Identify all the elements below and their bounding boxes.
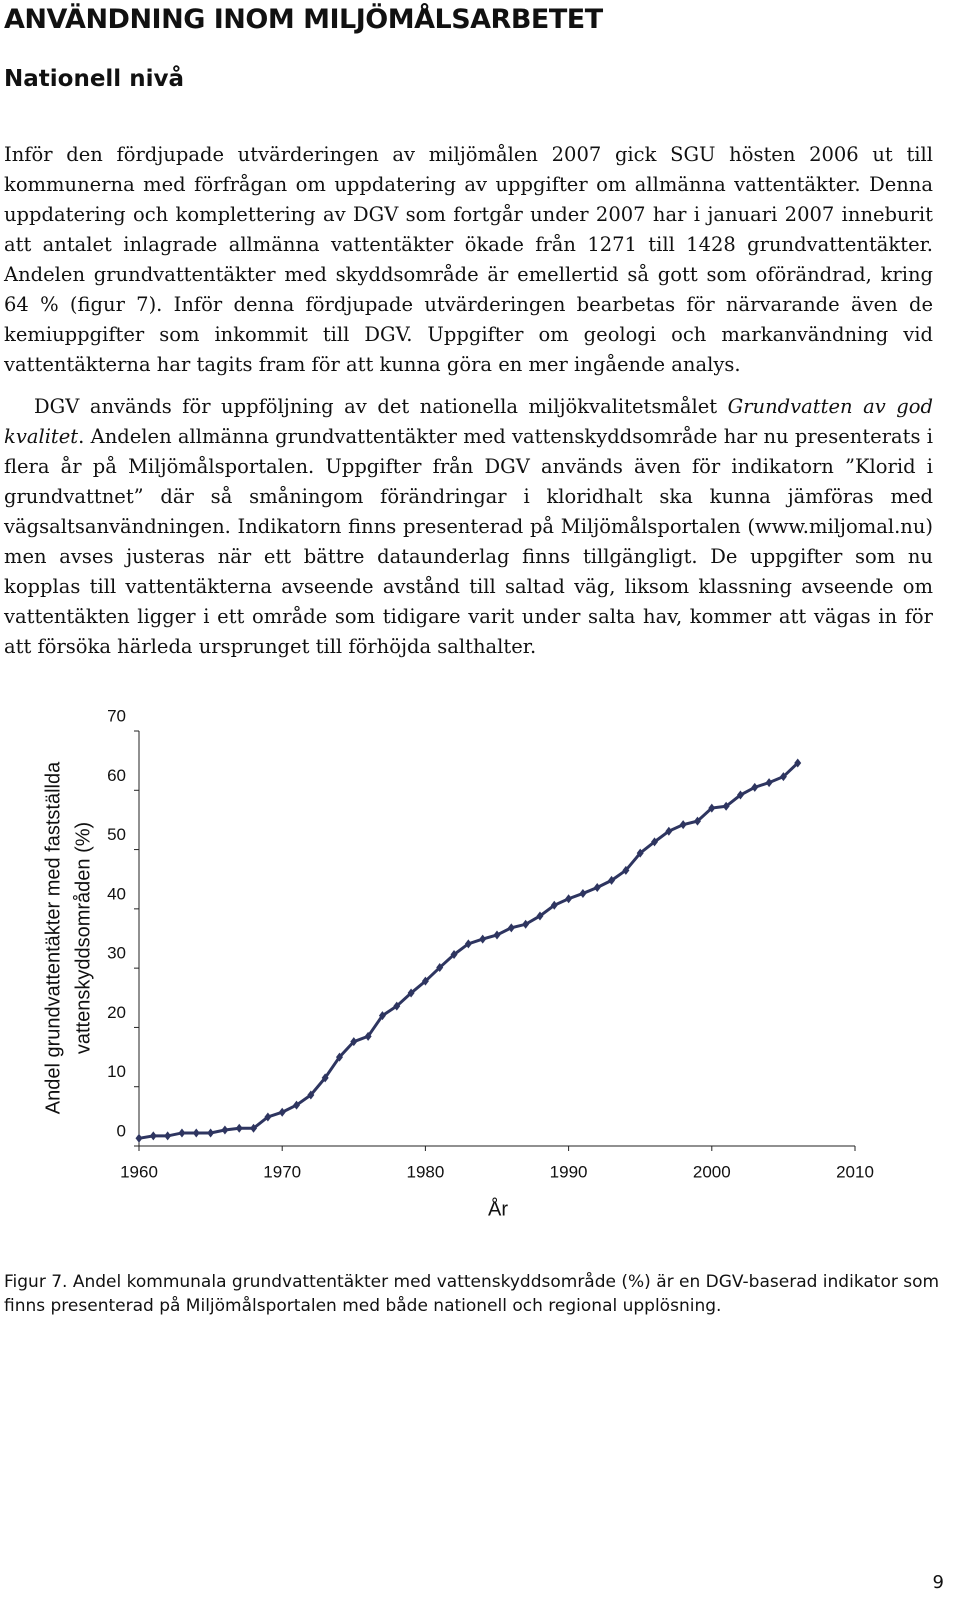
data-point [393, 1001, 401, 1011]
y-tick-label: 30 [107, 944, 126, 963]
data-point [164, 1131, 172, 1141]
data-point [779, 772, 787, 782]
y-axis-label: Andel grundvattentäkter med fastställda [42, 761, 64, 1114]
data-point [579, 888, 587, 898]
x-tick-label: 1960 [120, 1162, 158, 1181]
data-point [350, 1037, 358, 1047]
data-point [794, 758, 802, 768]
data-point [751, 782, 759, 792]
x-tick-label: 2010 [836, 1162, 874, 1181]
x-tick-label: 1970 [263, 1162, 301, 1181]
data-point [665, 826, 673, 836]
data-point [693, 816, 701, 826]
data-point [293, 1100, 301, 1110]
data-point [321, 1073, 329, 1083]
data-point [335, 1052, 343, 1062]
data-point [278, 1107, 286, 1117]
data-point [436, 963, 444, 973]
data-point [264, 1112, 272, 1122]
data-point [464, 939, 472, 949]
data-point [736, 790, 744, 800]
data-point [550, 900, 558, 910]
data-point [679, 820, 687, 830]
chart: År Andel grundvattentäkter med fastställ… [42, 706, 874, 1220]
y-tick-label: 60 [107, 766, 126, 785]
data-point [235, 1123, 243, 1133]
paragraph: DGV används för uppföljning av det natio… [4, 392, 933, 662]
data-point [593, 883, 601, 893]
data-point [622, 865, 630, 875]
data-point [135, 1133, 143, 1143]
x-axis-label: År [488, 1197, 508, 1220]
data-point [450, 950, 458, 960]
data-point [722, 801, 730, 811]
data-point [307, 1090, 315, 1100]
page-number: 9 [932, 1572, 944, 1593]
y-tick-label: 50 [107, 825, 126, 844]
data-point [479, 934, 487, 944]
data-point [708, 803, 716, 813]
caption: Figur 7. Andel kommunala grundvattentäkt… [4, 1272, 940, 1316]
text: Inför den fördjupade utvärderingen av mi… [4, 143, 933, 376]
data-point [221, 1125, 229, 1135]
subheading: Nationell nivå [4, 66, 184, 92]
y-tick-label: 40 [107, 884, 126, 903]
y-tick-label: 70 [107, 706, 126, 725]
data-point [608, 875, 616, 885]
data-point [507, 923, 515, 933]
data-point [250, 1123, 258, 1133]
data-point [178, 1128, 186, 1138]
data-point [192, 1128, 200, 1138]
heading: ANVÄNDNING INOM MILJÖMÅLSARBETET [4, 4, 603, 35]
data-point [565, 894, 573, 904]
data-point [493, 930, 501, 940]
data-point [378, 1011, 386, 1021]
data-point [207, 1128, 215, 1138]
data-point [651, 837, 659, 847]
text: . Andelen allmänna grundvattentäkter med… [4, 425, 933, 658]
emphasis: Grundvatten av god kvalitet [4, 395, 933, 448]
data-point [149, 1131, 157, 1141]
y-tick-label: 20 [107, 1003, 126, 1022]
data-point [421, 976, 429, 986]
x-tick-label: 1990 [550, 1162, 588, 1181]
text: DGV används för uppföljning av det natio… [34, 395, 728, 418]
data-point [522, 919, 530, 929]
data-point [636, 848, 644, 858]
x-tick-label: 1980 [406, 1162, 444, 1181]
data-point [407, 988, 415, 998]
data-point [765, 778, 773, 788]
paragraph: Inför den fördjupade utvärderingen av mi… [4, 140, 933, 380]
y-axis-label: vattenskyddsområden (%) [72, 822, 94, 1054]
y-tick-label: 0 [117, 1121, 126, 1140]
data-point [536, 911, 544, 921]
data-point [364, 1031, 372, 1041]
x-tick-label: 2000 [693, 1162, 731, 1181]
y-tick-label: 10 [107, 1062, 126, 1081]
